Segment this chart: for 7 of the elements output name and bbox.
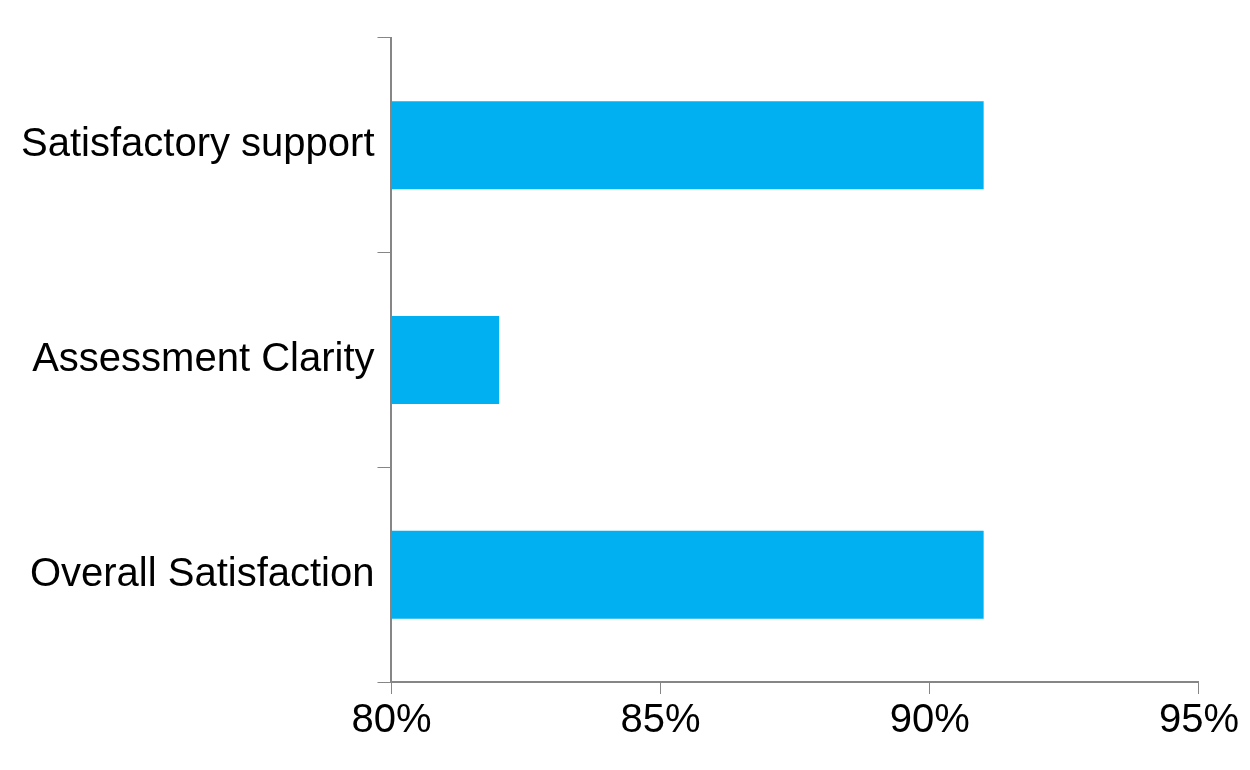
x-tick-label: 85% [620, 696, 701, 741]
y-tick-label: Overall Satisfaction [29, 549, 375, 594]
x-tick-label: 95% [1158, 696, 1239, 741]
x-tick-label: 80% [351, 696, 432, 741]
x-tick-label: 90% [889, 696, 970, 741]
y-tick-label: Assessment Clarity [32, 335, 375, 380]
y-tick-label: Satisfactory support [21, 120, 375, 165]
